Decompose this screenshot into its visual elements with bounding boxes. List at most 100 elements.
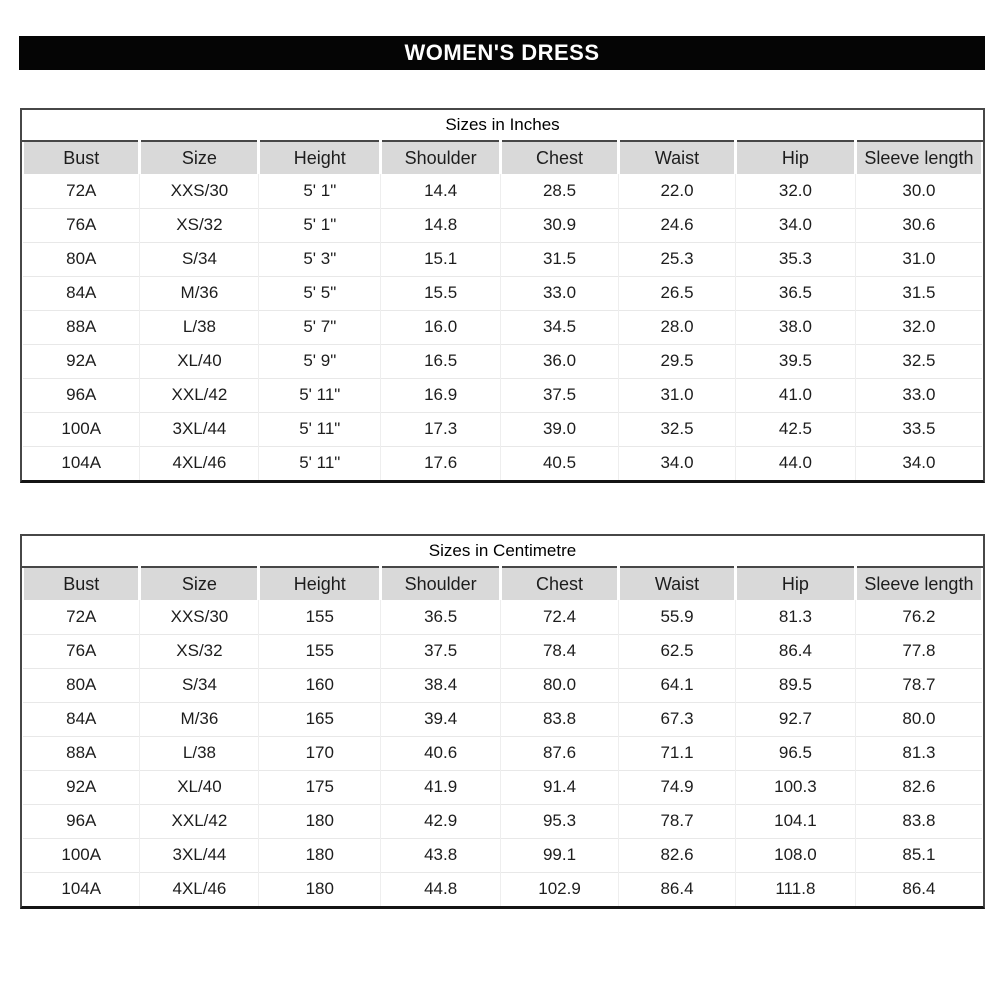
column-header-bust: Bust	[22, 567, 140, 600]
table-body: 72A XXS/30 5' 1" 14.4 28.5 22.0 32.0 30.0 76A XS/…	[23, 174, 982, 480]
cell: 17.6	[380, 445, 501, 480]
cell: 155	[258, 633, 381, 668]
cell: 37.5	[500, 377, 619, 412]
cell: 29.5	[618, 343, 736, 378]
column-header-sleeve-length: Sleeve length	[853, 141, 983, 174]
cell: 95.3	[500, 803, 619, 838]
table-row: 100A 3XL/44 180 43.8 99.1 82.6 108.0 85.1	[23, 837, 982, 872]
cell: XXS/30	[139, 600, 259, 634]
cell: 64.1	[618, 667, 736, 702]
column-header-size: Size	[138, 567, 259, 600]
cell: 44.8	[380, 871, 501, 906]
table-body: 72A XXS/30 155 36.5 72.4 55.9 81.3 76.2 76A XS/32…	[23, 600, 982, 906]
cell: 25.3	[618, 241, 736, 276]
table-header-row: Bust Size Height Shoulder Chest Waist Hip Sleev…	[22, 141, 983, 174]
cell: 180	[258, 803, 381, 838]
table-row: 80A S/34 5' 3" 15.1 31.5 25.3 35.3 31.0	[23, 241, 982, 276]
cell: 76A	[23, 207, 140, 242]
cell: 31.5	[500, 241, 619, 276]
title-banner: WOMEN'S DRESS	[19, 36, 985, 70]
sizes-in-inches-table: Sizes in Inches Bust Size Height Shoulder Ch…	[20, 108, 985, 483]
cell: 96A	[23, 377, 140, 412]
cell: 30.9	[500, 207, 619, 242]
cell: 77.8	[854, 633, 982, 668]
cell: 67.3	[618, 701, 736, 736]
table-row: 72A XXS/30 155 36.5 72.4 55.9 81.3 76.2	[23, 600, 982, 634]
cell: 22.0	[618, 174, 736, 208]
cell: 32.0	[854, 309, 982, 344]
cell: 99.1	[500, 837, 619, 872]
cell: 80A	[23, 667, 140, 702]
cell: 28.5	[500, 174, 619, 208]
cell: 33.0	[500, 275, 619, 310]
page-title: WOMEN'S DRESS	[404, 40, 600, 65]
cell: 16.0	[380, 309, 501, 344]
table-row: 72A XXS/30 5' 1" 14.4 28.5 22.0 32.0 30.0	[23, 174, 982, 208]
cell: 78.7	[854, 667, 982, 702]
cell: 34.0	[734, 207, 856, 242]
column-header-height: Height	[257, 567, 381, 600]
cell: 31.0	[618, 377, 736, 412]
cell: 3XL/44	[139, 837, 259, 872]
column-header-sleeve-length: Sleeve length	[853, 567, 983, 600]
table-row: 104A 4XL/46 180 44.8 102.9 86.4 111.8 86.4	[23, 871, 982, 906]
cell: 111.8	[734, 871, 856, 906]
cell: 16.9	[380, 377, 501, 412]
cell: L/38	[139, 309, 259, 344]
cell: 82.6	[854, 769, 982, 804]
cell: 40.5	[500, 445, 619, 480]
cell: 43.8	[380, 837, 501, 872]
cell: 26.5	[618, 275, 736, 310]
cell: 88A	[23, 735, 140, 770]
column-header-shoulder: Shoulder	[379, 567, 501, 600]
cell: 84A	[23, 275, 140, 310]
cell: 17.3	[380, 411, 501, 446]
sizes-in-centimetre-table: Sizes in Centimetre Bust Size Height Should…	[20, 534, 985, 909]
cell: 81.3	[854, 735, 982, 770]
cell: 41.0	[734, 377, 856, 412]
cell: 42.5	[734, 411, 856, 446]
cell: 87.6	[500, 735, 619, 770]
cell: 24.6	[618, 207, 736, 242]
cell: 78.4	[500, 633, 619, 668]
cell: 74.9	[618, 769, 736, 804]
cell: 33.0	[854, 377, 982, 412]
cell: 15.1	[380, 241, 501, 276]
cell: 32.5	[618, 411, 736, 446]
table-caption-row: Sizes in Inches	[23, 110, 982, 142]
column-header-chest: Chest	[499, 141, 619, 174]
cell: 5' 5"	[258, 275, 381, 310]
cell: 100A	[23, 411, 140, 446]
cell: 14.4	[380, 174, 501, 208]
cell: 92.7	[734, 701, 856, 736]
cell: 96A	[23, 803, 140, 838]
cell: 100.3	[734, 769, 856, 804]
cell: 30.6	[854, 207, 982, 242]
cell: 34.5	[500, 309, 619, 344]
cell: XXL/42	[139, 377, 259, 412]
cell: 33.5	[854, 411, 982, 446]
cell: 96.5	[734, 735, 856, 770]
cell: 89.5	[734, 667, 856, 702]
cell: 37.5	[380, 633, 501, 668]
cell: 82.6	[618, 837, 736, 872]
cell: 38.0	[734, 309, 856, 344]
cell: 155	[258, 600, 381, 634]
cell: 36.0	[500, 343, 619, 378]
column-header-height: Height	[257, 141, 381, 174]
cell: L/38	[139, 735, 259, 770]
cell: 71.1	[618, 735, 736, 770]
cell: 160	[258, 667, 381, 702]
cell: 83.8	[500, 701, 619, 736]
table-row: 100A 3XL/44 5' 11" 17.3 39.0 32.5 42.5 33.5	[23, 411, 982, 446]
cell: 104A	[23, 871, 140, 906]
cell: 31.0	[854, 241, 982, 276]
cell: M/36	[139, 275, 259, 310]
cell: 108.0	[734, 837, 856, 872]
cell: 81.3	[734, 600, 856, 634]
cell: S/34	[139, 241, 259, 276]
cell: 91.4	[500, 769, 619, 804]
cell: 72A	[66, 606, 97, 626]
table-row: 104A 4XL/46 5' 11" 17.6 40.5 34.0 44.0 34.0	[23, 445, 982, 480]
